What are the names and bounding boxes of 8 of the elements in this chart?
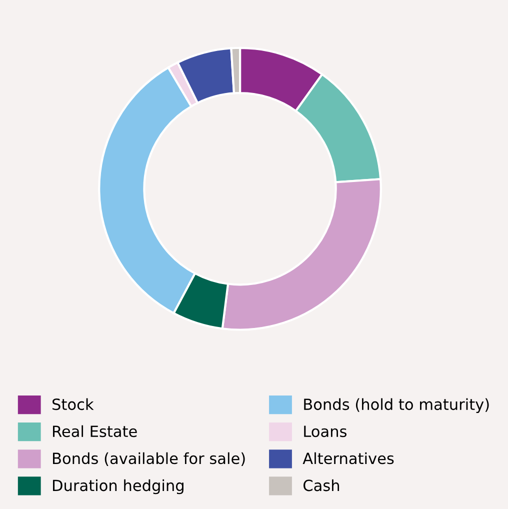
legend-label: Bonds (available for sale) [53, 452, 245, 466]
legend-label: Alternatives [302, 452, 394, 464]
legend-label: Cash [304, 479, 340, 492]
legend-label: Stock [52, 398, 94, 410]
legend-label: Real Estate [53, 425, 137, 438]
legend-label: Duration hedging [53, 479, 184, 494]
legend-label: Bonds (hold to maturity) [304, 398, 489, 414]
legend-label: Loans [304, 426, 346, 438]
